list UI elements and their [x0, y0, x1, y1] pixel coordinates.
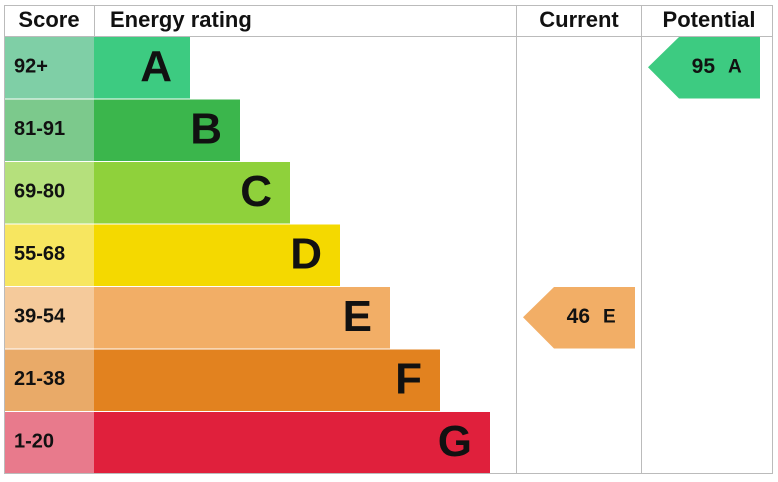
current-letter: E — [603, 306, 616, 327]
score-cell — [4, 37, 94, 99]
header-rating: Energy rating — [110, 7, 252, 32]
header-potential: Potential — [663, 7, 756, 32]
potential-letter: A — [728, 56, 742, 77]
score-label: 69-80 — [14, 181, 65, 203]
rating-letter: E — [343, 292, 372, 341]
score-label: 92+ — [14, 56, 48, 78]
gridlines — [4, 5, 773, 474]
score-cell — [4, 287, 94, 349]
rating-bar — [94, 224, 340, 286]
rating-bar — [94, 349, 440, 411]
score-cell — [4, 224, 94, 286]
rating-letter: C — [240, 167, 272, 216]
rating-letter: B — [190, 104, 222, 153]
header-score: Score — [18, 7, 79, 32]
rating-bar — [94, 37, 190, 99]
header-current: Current — [539, 7, 619, 32]
rating-letter: A — [140, 42, 172, 91]
score-cell — [4, 162, 94, 224]
frame — [4, 5, 773, 474]
score-label: 81-91 — [14, 118, 65, 140]
cells: 92+ A 81-91 B 69-80 C 55-68 D 39-54 E 21-38 F 1-20 G — [4, 37, 490, 474]
score-label: 1-20 — [14, 431, 54, 453]
rating-letter: D — [290, 229, 322, 278]
current-value: 46 — [567, 305, 590, 328]
score-cell — [4, 412, 94, 474]
rating-bar — [94, 287, 390, 349]
score-cell — [4, 349, 94, 411]
potential-value: 95 — [692, 55, 716, 78]
rating-bar — [94, 412, 490, 474]
rating-letter: F — [395, 354, 422, 403]
rating-letter: G — [438, 417, 472, 466]
potential-arrow — [648, 37, 760, 99]
current-arrow — [523, 287, 635, 349]
score-label: 21-38 — [14, 368, 65, 390]
rating-bar — [94, 162, 290, 224]
score-cell — [4, 99, 94, 161]
score-label: 55-68 — [14, 243, 65, 265]
rating-bar — [94, 99, 240, 161]
score-label: 39-54 — [14, 306, 66, 328]
